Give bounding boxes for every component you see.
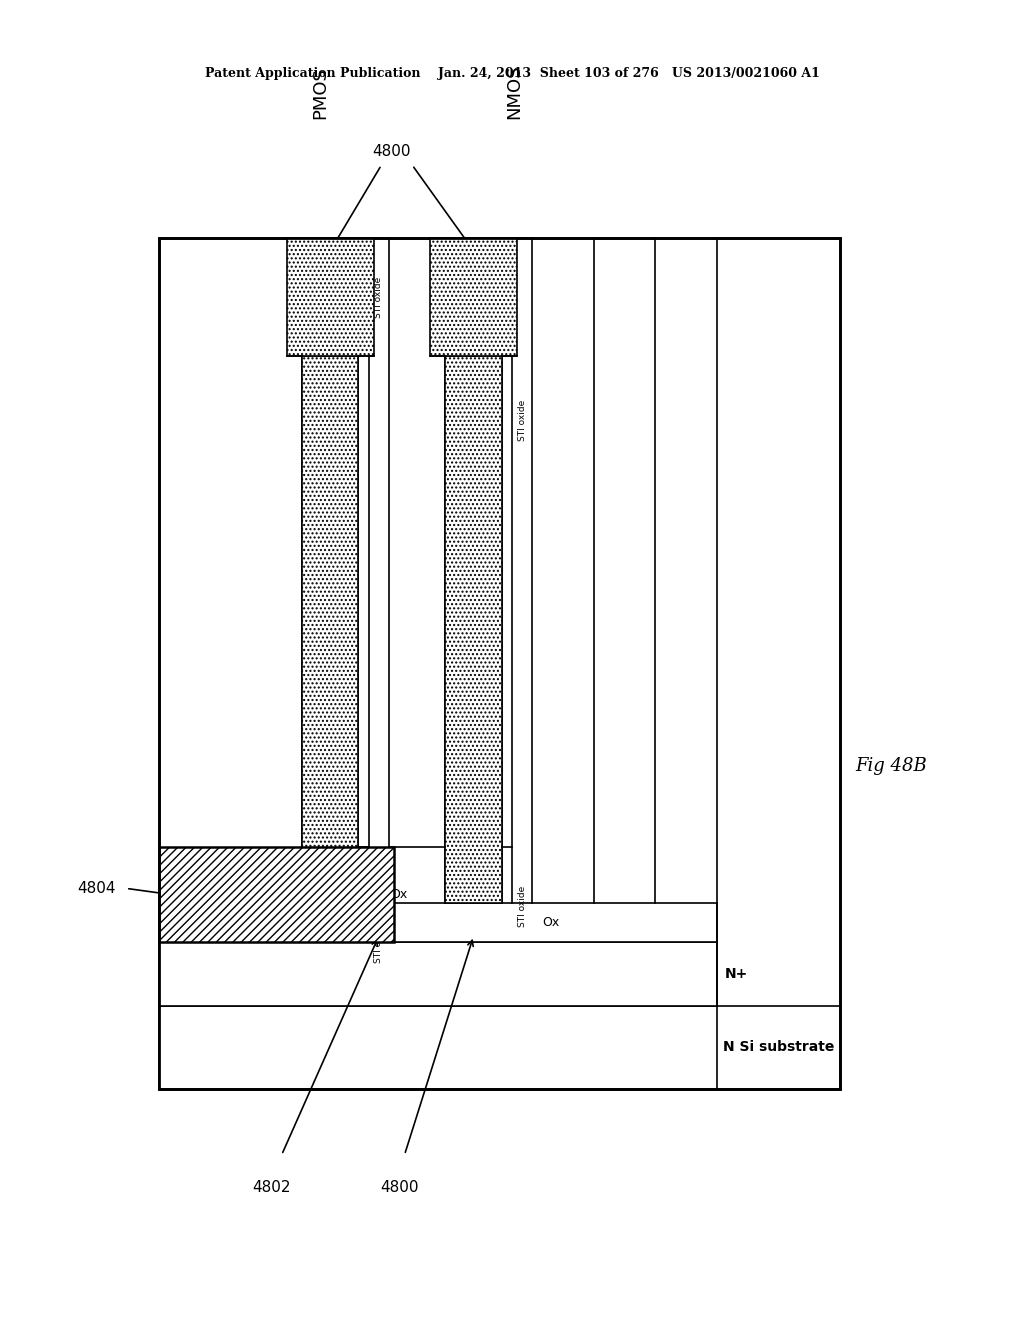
Text: PMOS: PMOS bbox=[311, 67, 329, 119]
Text: STI oxide: STI oxide bbox=[518, 400, 526, 441]
Text: Patent Application Publication    Jan. 24, 2013  Sheet 103 of 276   US 2013/0021: Patent Application Publication Jan. 24, … bbox=[205, 67, 819, 81]
Text: 4802: 4802 bbox=[252, 1180, 291, 1196]
Text: 4804: 4804 bbox=[77, 880, 116, 896]
Text: STI oxide: STI oxide bbox=[375, 276, 383, 318]
Bar bbox=[159, 942, 717, 1006]
Bar bbox=[159, 238, 840, 1089]
Bar bbox=[159, 1006, 840, 1089]
Text: Ox: Ox bbox=[543, 916, 560, 929]
Text: Fig 48B: Fig 48B bbox=[855, 756, 927, 775]
Text: Ox: Ox bbox=[391, 888, 408, 902]
Text: Ox: Ox bbox=[184, 888, 202, 902]
Text: N Si substrate: N Si substrate bbox=[723, 1040, 835, 1055]
Bar bbox=[302, 356, 358, 903]
Bar bbox=[287, 238, 374, 356]
Text: 4800: 4800 bbox=[380, 1180, 419, 1196]
Text: 4800: 4800 bbox=[373, 144, 411, 160]
Bar bbox=[445, 356, 502, 903]
Text: NMOS: NMOS bbox=[506, 65, 523, 119]
Bar bbox=[159, 238, 840, 1089]
Bar bbox=[159, 903, 717, 942]
Text: N+: N+ bbox=[725, 968, 749, 981]
Text: STI oxide: STI oxide bbox=[518, 886, 526, 927]
Bar bbox=[159, 847, 394, 942]
Bar bbox=[430, 238, 517, 356]
Text: STI oxide: STI oxide bbox=[375, 921, 383, 962]
